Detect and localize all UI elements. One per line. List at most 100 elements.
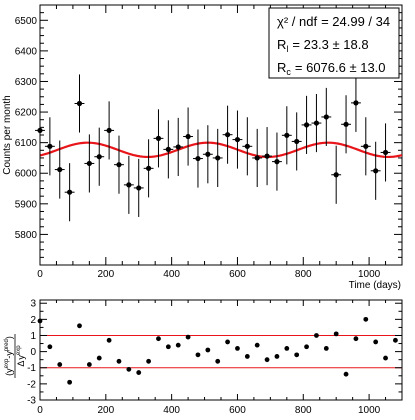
- y-tick-label: -1: [27, 363, 36, 374]
- data-marker: [382, 149, 389, 156]
- data-point: [84, 134, 95, 193]
- residual-point: [333, 331, 339, 337]
- data-point: [272, 132, 282, 191]
- data-point: [202, 125, 213, 184]
- residual-point: [274, 354, 280, 359]
- y-tick-label: 5800: [15, 230, 38, 241]
- data-marker: [47, 143, 53, 149]
- data-point: [360, 117, 371, 176]
- data-point: [222, 105, 233, 164]
- x-axis-label: Time (days): [349, 280, 401, 291]
- bottom-x-axis: 0 200 400 600 800 1000: [37, 300, 403, 416]
- residual-point: [294, 352, 300, 358]
- data-point: [252, 128, 263, 187]
- residual-point: [254, 342, 260, 348]
- residual-point: [343, 371, 349, 377]
- data-marker: [284, 132, 290, 138]
- residual-panel: 0 200 400 600 800 1000 -3 -2 -1 0 1 2 3 (yexp-ypred…: [4, 299, 403, 416]
- data-point: [212, 128, 223, 187]
- data-point: [35, 101, 45, 160]
- residual-point: [304, 344, 309, 350]
- data-marker: [274, 159, 280, 165]
- data-point: [232, 110, 243, 169]
- top-x-axis: 0 200 400 600 800 1000: [37, 5, 403, 280]
- residual-point: [373, 339, 379, 345]
- y-tick-label: 6500: [15, 16, 38, 27]
- data-point: [114, 135, 124, 194]
- data-point: [350, 73, 361, 132]
- y-tick-label: 6400: [15, 46, 38, 57]
- data-point: [163, 120, 174, 179]
- bottom-y-axis: -3 -2 -1 0 1 2 3: [27, 299, 402, 407]
- data-marker: [343, 121, 349, 127]
- data-point: [104, 101, 115, 160]
- residual-point: [195, 352, 201, 358]
- data-point: [123, 155, 134, 214]
- data-marker: [106, 127, 112, 134]
- y-tick-label: 3: [30, 299, 36, 310]
- x-tick-label: 0: [37, 269, 43, 280]
- data-marker: [254, 155, 260, 161]
- data-marker: [37, 127, 43, 134]
- x-tick-label: 1000: [358, 269, 381, 280]
- data-point: [331, 145, 342, 204]
- residual-point: [185, 334, 191, 340]
- residual-point: [314, 333, 319, 338]
- fit-curve: [39, 141, 403, 159]
- data-marker: [86, 160, 92, 167]
- data-marker: [264, 153, 270, 159]
- data-point: [44, 117, 55, 176]
- data-marker: [215, 155, 221, 161]
- data-marker: [363, 143, 369, 149]
- data-point: [262, 127, 273, 186]
- data-marker: [205, 151, 211, 157]
- x-tick-label: 600: [229, 269, 246, 280]
- x-tick-label: 400: [163, 269, 180, 280]
- data-marker: [126, 182, 132, 188]
- y-tick-label: 2: [30, 315, 36, 326]
- data-marker: [175, 144, 181, 150]
- reference-lines-group: [40, 334, 402, 369]
- data-marker: [195, 155, 201, 162]
- residual-point: [215, 358, 221, 364]
- data-marker: [373, 168, 379, 174]
- residual-point: [67, 379, 73, 385]
- x-tick-label: 1000: [358, 405, 381, 416]
- y-tick-label: 6100: [15, 138, 38, 149]
- data-point: [281, 106, 292, 165]
- data-marker: [185, 133, 191, 140]
- residual-point: [126, 366, 132, 372]
- data-point: [153, 109, 164, 168]
- data-point: [321, 87, 332, 147]
- y-tick-label: -3: [27, 396, 36, 407]
- y-tick-label: -2: [27, 379, 36, 390]
- data-point: [54, 140, 65, 199]
- residual-point: [353, 336, 359, 342]
- data-marker: [146, 165, 152, 171]
- data-marker: [96, 154, 102, 160]
- residual-point: [86, 362, 92, 367]
- data-point: [133, 158, 144, 217]
- data-point: [183, 107, 194, 166]
- top-y-axis: 5800 5900 6000 6100 6200 6300 6400 6500: [15, 4, 402, 258]
- residual-point: [106, 337, 112, 343]
- data-point: [341, 95, 351, 154]
- stat-box-frame: [268, 7, 400, 79]
- x-tick-label: 200: [97, 405, 114, 416]
- data-marker: [244, 143, 250, 149]
- residual-point: [205, 347, 211, 353]
- residual-point: [77, 323, 82, 329]
- residual-point: [264, 357, 270, 363]
- rc-line: Rc = 6076.6 ± 13.0: [277, 60, 386, 77]
- residual-point: [383, 355, 388, 361]
- data-point: [311, 94, 322, 153]
- x-tick-label: 200: [97, 269, 114, 280]
- data-marker: [76, 100, 83, 107]
- data-marker: [313, 120, 320, 126]
- data-marker: [67, 189, 73, 195]
- data-point: [193, 129, 203, 188]
- data-point: [173, 117, 184, 176]
- data-marker: [155, 135, 162, 141]
- chi2-value: = 24.99 / 34: [321, 14, 390, 29]
- y-tick-label: 6000: [15, 169, 38, 180]
